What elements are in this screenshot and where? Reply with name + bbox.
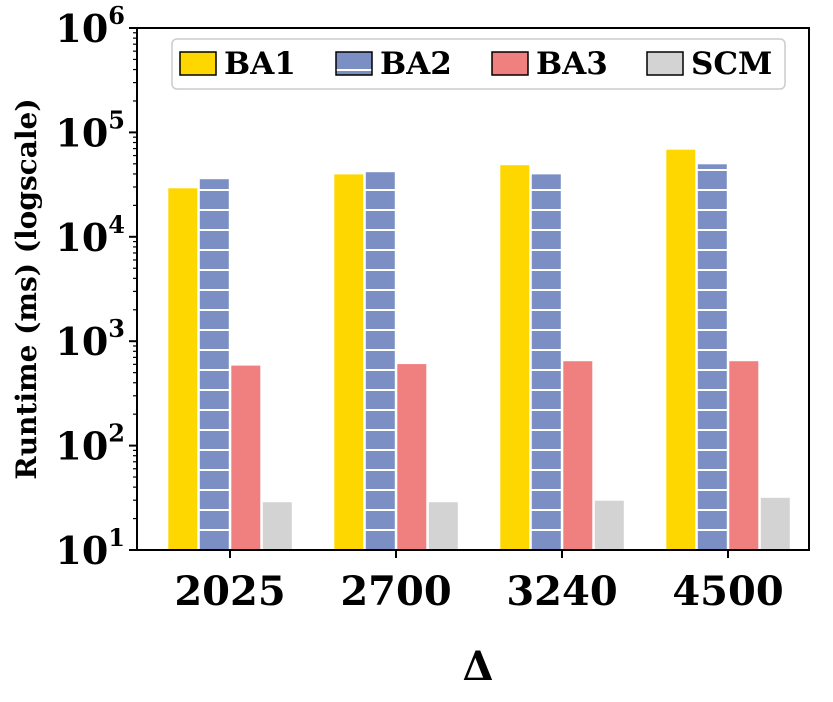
y-tick-exponent: 2 (108, 419, 125, 448)
y-tick-base: 10 (55, 6, 108, 51)
y-tick-label: 101 (55, 523, 125, 573)
legend-box (171, 38, 786, 90)
y-tick-exponent: 6 (108, 1, 125, 30)
y-tick-exponent: 3 (108, 314, 125, 343)
x-axis-label: Δ (462, 643, 493, 690)
y-tick-exponent: 1 (108, 523, 125, 552)
legend-swatch-ba3 (491, 51, 529, 76)
y-tick-label: 105 (55, 105, 125, 155)
x-tick-label: 4500 (672, 568, 783, 615)
y-tick-base: 10 (55, 110, 108, 155)
y-tick-base: 10 (55, 528, 108, 573)
bar-scm-2700 (427, 501, 459, 551)
y-tick-exponent: 4 (108, 210, 125, 239)
bar-scm-2025 (261, 501, 293, 551)
legend-swatch-ba2 (335, 51, 373, 76)
x-tick-label: 3240 (506, 568, 617, 615)
plot-frame (136, 27, 810, 551)
bar-ba1-3240 (499, 164, 531, 551)
y-tick-label: 102 (55, 419, 125, 469)
bar-ba1-2025 (167, 187, 199, 551)
bar-ba3-2025 (230, 364, 262, 551)
legend-swatch-scm (646, 51, 684, 76)
legend-label-ba1: BA1 (224, 46, 296, 82)
bar-ba2-2025 (198, 178, 230, 551)
bar-ba3-3240 (562, 360, 594, 551)
x-axis: 2025 2700 3240 4500 (174, 550, 784, 615)
bar-ba2-3240 (530, 173, 562, 551)
y-tick-label: 106 (55, 1, 125, 51)
legend-swatch-ba1 (179, 51, 217, 76)
bar-ba1-4500 (665, 148, 697, 551)
bar-ba1-2700 (333, 173, 365, 551)
bar-ba2-4500 (696, 163, 728, 551)
bar-ba3-2700 (396, 363, 428, 551)
bar-scm-3240 (593, 499, 625, 551)
x-tick-label: 2025 (174, 568, 285, 615)
x-tick-label: 2700 (340, 568, 451, 615)
bar-scm-4500 (759, 496, 791, 551)
y-tick-base: 10 (55, 215, 108, 260)
bars-layer (167, 148, 791, 551)
legend-label-ba3: BA3 (536, 46, 608, 82)
y-tick-label: 103 (55, 314, 125, 364)
bar-ba2-2700 (364, 171, 396, 551)
y-tick-exponent: 5 (108, 105, 125, 134)
legend: BA1 BA2 BA3 SCM (171, 38, 786, 90)
legend-label-ba2: BA2 (380, 46, 452, 82)
y-tick-label: 104 (55, 210, 125, 260)
y-axis-label: Runtime (ms) (logscale) (10, 98, 43, 479)
y-tick-base: 10 (55, 424, 108, 469)
y-tick-base: 10 (55, 319, 108, 364)
legend-label-scm: SCM (691, 46, 772, 82)
bar-ba3-4500 (728, 360, 760, 551)
